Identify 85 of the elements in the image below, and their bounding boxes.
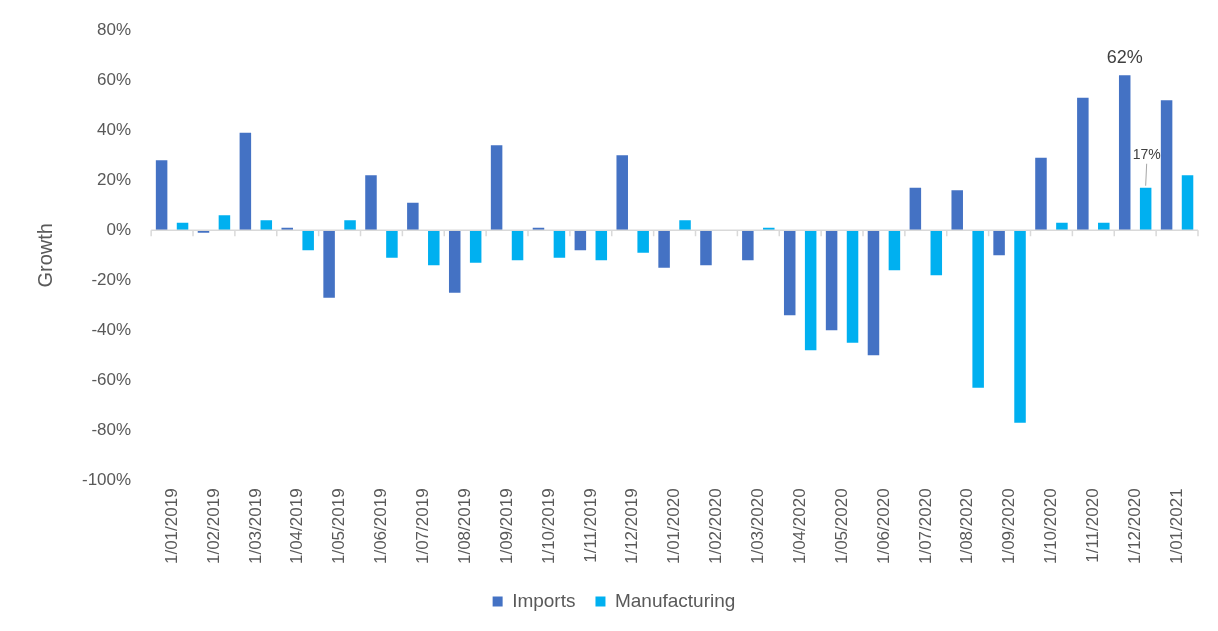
bar — [511, 230, 524, 261]
bar — [260, 220, 273, 231]
bar — [637, 230, 649, 253]
bar — [574, 230, 587, 251]
bar — [1056, 222, 1068, 231]
x-tick-label: 1/02/2020 — [706, 488, 726, 565]
x-tick-label: 1/04/2020 — [789, 488, 809, 565]
x-tick-label: 1/08/2019 — [454, 488, 474, 565]
y-tick-label: 80% — [97, 19, 132, 39]
data-label: 17% — [1132, 145, 1161, 162]
x-tick-label: 1/05/2019 — [329, 488, 349, 565]
y-tick-label: 60% — [97, 69, 132, 89]
x-tick-label: 1/09/2020 — [999, 488, 1019, 565]
bar — [930, 230, 943, 276]
data-label: 62% — [1106, 47, 1143, 68]
x-tick-label: 1/04/2019 — [287, 488, 307, 565]
bar — [658, 230, 670, 268]
bar — [176, 222, 189, 231]
x-tick-label: 1/10/2020 — [1041, 488, 1061, 565]
x-tick-label: 1/09/2019 — [496, 488, 516, 565]
bar — [1139, 187, 1152, 231]
legend-label: Imports — [512, 589, 576, 611]
bar — [783, 230, 796, 316]
x-tick-label: 1/06/2020 — [873, 488, 893, 565]
bar — [616, 155, 628, 231]
bar — [846, 230, 859, 343]
y-tick-label: 40% — [97, 119, 132, 139]
x-tick-label: 1/07/2020 — [915, 488, 935, 565]
y-tick-label: 20% — [97, 169, 132, 189]
bar — [1118, 75, 1131, 231]
bar — [469, 230, 482, 263]
x-tick-label: 1/02/2019 — [203, 488, 223, 565]
bar — [1160, 100, 1173, 231]
bar — [218, 215, 231, 231]
x-tick-label: 1/01/2020 — [664, 488, 684, 565]
bar — [407, 202, 419, 231]
x-tick-label: 1/03/2019 — [245, 488, 265, 565]
legend-label: Manufacturing — [614, 589, 736, 611]
x-tick-label: 1/08/2020 — [957, 488, 977, 565]
y-tick-label: -60% — [91, 370, 132, 390]
x-tick-label: 1/11/2020 — [1083, 488, 1102, 563]
x-tick-label: 1/07/2019 — [413, 488, 433, 565]
bar — [595, 230, 608, 261]
bar — [1098, 222, 1110, 231]
x-tick-label: 1/01/2019 — [161, 488, 181, 565]
bar — [323, 230, 335, 298]
y-tick-label: -100% — [82, 470, 132, 490]
x-tick-label: 1/11/2019 — [580, 488, 600, 563]
bar — [302, 230, 314, 251]
bar — [993, 230, 1005, 256]
bar — [700, 230, 712, 266]
x-tick-label: 1/03/2020 — [748, 488, 768, 565]
bar — [888, 230, 901, 271]
bar — [951, 190, 963, 231]
y-tick-label: -80% — [91, 420, 132, 440]
bar — [1181, 175, 1194, 231]
y-tick-label: -20% — [91, 269, 132, 289]
x-tick-label: 1/01/2021 — [1166, 488, 1186, 565]
bar — [972, 230, 984, 388]
y-axis-title: Growth — [33, 223, 56, 288]
bar — [1035, 157, 1047, 231]
bar — [742, 230, 754, 261]
x-tick-label: 1/05/2020 — [831, 488, 851, 565]
bar — [155, 160, 168, 231]
bar — [344, 220, 356, 231]
bar — [909, 187, 922, 231]
bar — [1014, 230, 1026, 423]
bar — [448, 230, 461, 293]
bar — [553, 230, 566, 258]
bar — [679, 220, 691, 231]
bar — [428, 230, 440, 266]
bar — [365, 175, 377, 231]
x-tick-label: 1/10/2019 — [538, 488, 558, 565]
x-tick-label: 1/06/2019 — [371, 488, 391, 565]
bar — [804, 230, 817, 351]
bar — [867, 230, 880, 356]
bar — [825, 230, 838, 331]
bar — [1077, 97, 1089, 231]
bar — [239, 132, 252, 231]
y-tick-label: 0% — [106, 219, 132, 239]
bar — [490, 145, 503, 231]
y-tick-label: -40% — [91, 320, 132, 339]
bar — [386, 230, 398, 258]
x-tick-label: 1/12/2020 — [1124, 488, 1144, 565]
x-tick-label: 1/12/2019 — [622, 488, 642, 565]
